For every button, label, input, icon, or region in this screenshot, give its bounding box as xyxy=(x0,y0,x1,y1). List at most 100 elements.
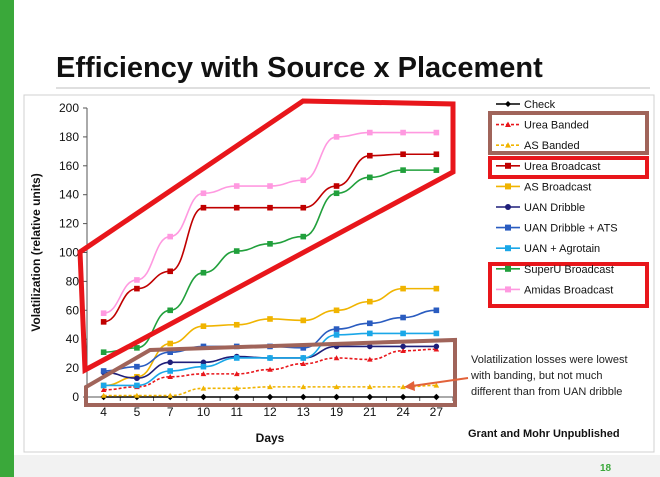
data-point xyxy=(100,386,107,393)
data-point xyxy=(367,298,373,305)
legend-marker xyxy=(505,162,511,169)
data-point xyxy=(367,356,373,362)
legend-label: AS Banded xyxy=(524,140,580,152)
data-point xyxy=(433,307,440,314)
red-highlight-polygon xyxy=(77,98,456,375)
data-point xyxy=(433,151,440,158)
legend-marker xyxy=(505,224,511,231)
legend-superu-amidas-box xyxy=(488,262,649,308)
data-point xyxy=(267,316,273,322)
x-tick-label: 7 xyxy=(167,405,174,419)
data-point xyxy=(267,204,273,211)
annotation-arrow xyxy=(411,377,469,387)
data-point xyxy=(400,167,406,173)
x-tick-label: 27 xyxy=(430,405,444,419)
data-point xyxy=(200,323,207,329)
data-point xyxy=(167,373,173,380)
data-point xyxy=(433,343,440,350)
data-point xyxy=(400,129,406,136)
data-point xyxy=(233,385,240,391)
data-point xyxy=(333,326,340,332)
data-point xyxy=(433,285,440,292)
legend-item: UAN + Agrotain xyxy=(496,243,600,255)
x-tick-label: 13 xyxy=(297,405,311,419)
series-urea-broadcast xyxy=(100,151,440,325)
data-point xyxy=(267,183,273,189)
data-point xyxy=(333,307,340,314)
legend-marker xyxy=(505,245,511,252)
data-point xyxy=(167,340,173,347)
data-point xyxy=(100,319,107,325)
data-point xyxy=(267,355,273,361)
data-point xyxy=(433,382,440,388)
data-point xyxy=(134,382,140,389)
data-point xyxy=(233,204,240,211)
data-point xyxy=(134,345,140,351)
y-tick-label: 40 xyxy=(66,332,80,346)
annotation: Volatilization losses were lowest with b… xyxy=(470,354,628,398)
data-point xyxy=(333,134,340,140)
series-as-banded xyxy=(100,382,440,398)
data-point xyxy=(100,382,107,389)
data-point xyxy=(200,393,207,401)
data-point xyxy=(167,392,173,398)
data-point xyxy=(267,384,273,390)
data-point xyxy=(200,204,207,211)
data-point xyxy=(300,317,307,324)
data-point xyxy=(300,204,307,211)
legend-label: Urea Banded xyxy=(524,120,589,132)
data-point xyxy=(167,233,173,240)
series-uan-agrotain xyxy=(100,330,440,389)
data-point xyxy=(167,268,173,275)
data-point xyxy=(300,345,307,351)
data-point xyxy=(366,393,374,401)
source-credit: Grant and Mohr Unpublished xyxy=(468,428,620,440)
chart: 0 20 40 60 80 100 120 140 160 180 200 4 5 7 10 11 12 13 19… xyxy=(23,94,655,453)
legend-marker xyxy=(505,286,511,293)
data-point xyxy=(300,360,307,367)
data-point xyxy=(300,393,307,401)
data-point xyxy=(167,368,173,374)
legend-label: Amidas Broadcast xyxy=(524,284,613,296)
legend-label: UAN + Agrotain xyxy=(524,243,600,255)
data-point xyxy=(300,177,307,184)
legend-item: Urea Broadcast xyxy=(496,161,600,173)
data-point xyxy=(200,363,207,370)
legend-marker xyxy=(505,101,511,107)
x-tick-label: 10 xyxy=(197,405,211,419)
data-point xyxy=(367,330,373,337)
side-bar xyxy=(0,0,14,477)
data-point xyxy=(200,371,207,377)
x-tick-label: 11 xyxy=(230,405,243,419)
data-point xyxy=(200,359,207,366)
y-tick-label: 60 xyxy=(66,303,80,317)
data-point xyxy=(100,349,107,356)
data-point xyxy=(233,321,240,328)
legend-item: Check xyxy=(496,99,556,111)
legend-urea-broadcast-box xyxy=(488,156,649,179)
data-point xyxy=(367,129,373,136)
x-tick-label: 19 xyxy=(330,405,344,419)
series-superu-broadcast xyxy=(100,167,440,356)
legend-label: UAN Dribble xyxy=(524,202,585,214)
legend-item: AS Broadcast xyxy=(496,181,591,193)
data-point xyxy=(400,343,406,350)
annotation-line-1: Volatilization losses were lowest xyxy=(471,354,628,366)
y-tick-label: 140 xyxy=(59,188,79,202)
data-point xyxy=(300,384,307,390)
series-line xyxy=(103,348,437,391)
data-point xyxy=(200,269,207,276)
data-point xyxy=(433,167,440,173)
brown-highlight-polygon xyxy=(84,337,457,407)
data-point xyxy=(433,393,440,401)
y-tick-label: 120 xyxy=(59,217,79,231)
data-point xyxy=(267,241,273,247)
data-point xyxy=(134,392,140,398)
data-point xyxy=(167,307,173,314)
y-tick-label: 20 xyxy=(66,361,80,375)
legend-marker xyxy=(505,142,511,148)
legend-label: Urea Broadcast xyxy=(524,161,600,173)
data-point xyxy=(400,384,406,390)
data-point xyxy=(399,393,407,401)
